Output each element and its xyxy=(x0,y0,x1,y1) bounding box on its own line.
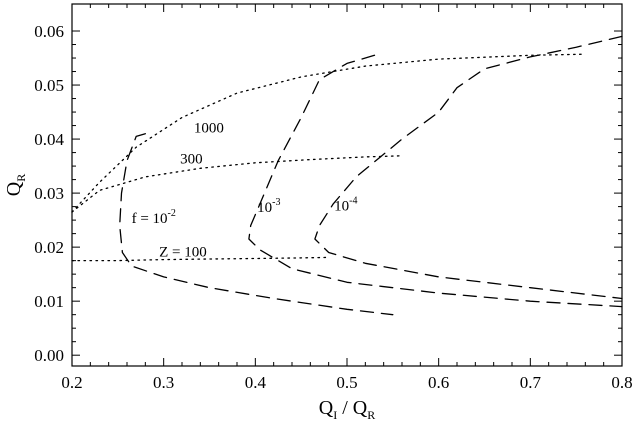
x-tick-label: 0.3 xyxy=(153,373,174,392)
x-tick-label: 0.7 xyxy=(520,373,542,392)
annotation-5: 10-3 xyxy=(257,197,280,216)
y-tick-label: 0.00 xyxy=(34,346,64,365)
y-tick-label: 0.04 xyxy=(34,130,64,149)
x-tick-label: 0.5 xyxy=(336,373,357,392)
series-line-5 xyxy=(248,54,623,308)
x-tick-label: 0.4 xyxy=(245,373,267,392)
series-line-4 xyxy=(119,133,394,316)
series-line-3 xyxy=(71,256,330,262)
series-group xyxy=(71,35,623,316)
annotation-4: f = 10-2 xyxy=(132,208,176,227)
annotation-group: 1000 300 Z = 100 f = 10-2 10-3 10-4 xyxy=(132,121,358,261)
axis-ticks: 0.2 0.3 0.4 0.5 0.6 0.7 0.8 0.00 0.01 0.02 0.03 0.0… xyxy=(34,4,632,392)
series-line-6 xyxy=(314,35,623,300)
x-tick-label: 0.8 xyxy=(611,373,632,392)
annotation-1: 1000 xyxy=(194,121,224,137)
series-line-1 xyxy=(71,53,586,213)
x-axis-title: QI / QR xyxy=(319,397,375,422)
y-tick-label: 0.06 xyxy=(34,22,64,41)
y-tick-label: 0.05 xyxy=(34,76,64,95)
series-line-2 xyxy=(71,155,403,213)
y-tick-label: 0.02 xyxy=(34,238,64,257)
y-tick-label: 0.01 xyxy=(34,292,64,311)
x-tick-label: 0.2 xyxy=(61,373,82,392)
y-axis-title: QR xyxy=(3,174,28,196)
annotation-6: 10-4 xyxy=(334,195,357,214)
y-tick-label: 0.03 xyxy=(34,184,64,203)
annotation-3: Z = 100 xyxy=(159,244,207,260)
annotation-2: 300 xyxy=(180,151,203,167)
plot-frame xyxy=(71,3,623,367)
x-tick-label: 0.6 xyxy=(428,373,449,392)
